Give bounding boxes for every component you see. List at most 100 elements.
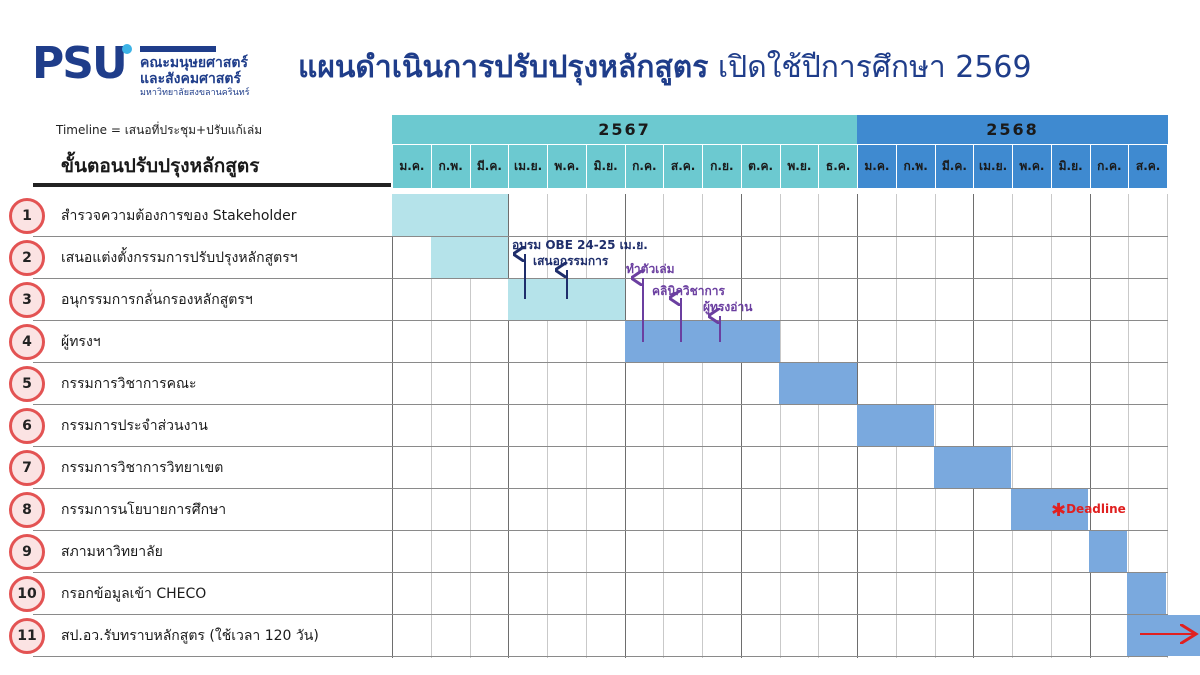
- step-label: กรรมการวิชาการคณะ: [61, 376, 197, 392]
- grid-line: [1012, 194, 1013, 658]
- annotation-make-book: ทำตัวเล่ม: [626, 262, 675, 276]
- month-header-cell: ต.ค.: [740, 145, 780, 188]
- month-header-cell: ม.ค.: [857, 145, 896, 188]
- month-header-cell: มี.ค.: [934, 145, 974, 188]
- annotation-obe-training: อบรม OBE 24-25 เม.ย.: [512, 238, 648, 252]
- step-label: อนุกรรมการกลั่นกรองหลักสูตรฯ: [61, 292, 253, 308]
- bar-step-7: [934, 447, 1011, 488]
- bar-step-4: [625, 321, 780, 362]
- month-header-cell: ส.ค.: [1128, 145, 1167, 188]
- step-label: กรรมการวิชาการวิทยาเขต: [61, 460, 224, 476]
- month-header-cell: มิ.ย.: [585, 145, 625, 188]
- grid-line: [973, 194, 974, 658]
- asterisk-icon: ✱: [1051, 500, 1067, 521]
- month-header-cell: ก.ค.: [624, 145, 664, 188]
- step-row: 6 กรรมการประจำส่วนงาน: [9, 405, 1168, 447]
- grid-line: [1128, 194, 1129, 658]
- grid-line: [470, 194, 471, 658]
- month-header-cell: ก.พ.: [430, 145, 470, 188]
- annotation-expert-read: ผู้ทรงอ่าน: [703, 300, 753, 314]
- step-row: 2 เสนอแต่งตั้งกรรมการปรับปรุงหลักสูตรฯ: [9, 237, 1168, 279]
- month-header-cell: มิ.ย.: [1050, 145, 1090, 188]
- step-label: สภามหาวิทยาลัย: [61, 544, 163, 560]
- month-header-cell: ธ.ค.: [818, 145, 857, 188]
- month-header-cell: พ.ย.: [779, 145, 819, 188]
- bar-step-8: [1011, 489, 1088, 530]
- step-number-badge: 10: [9, 576, 45, 612]
- bar-step-5: [779, 363, 857, 404]
- step-label: กรอกข้อมูลเข้า CHECO: [61, 586, 207, 602]
- grid-line: [780, 194, 781, 658]
- bar-step-1: [392, 194, 508, 236]
- grid-line: [1051, 194, 1052, 658]
- month-header-cell: ก.ค.: [1089, 145, 1129, 188]
- step-number-badge: 5: [9, 366, 45, 402]
- grid-line: [547, 194, 548, 658]
- step-number-badge: 9: [9, 534, 45, 570]
- month-header-cell: มี.ค.: [469, 145, 509, 188]
- grid-line: [392, 194, 393, 658]
- step-row: 10 กรอกข้อมูลเข้า CHECO: [9, 573, 1168, 615]
- month-header-cell: ม.ค.: [392, 145, 431, 188]
- steps-column-header: ขั้นตอนปรับปรุงหลักสูตร: [33, 143, 391, 187]
- annotation-propose-committee: เสนอกรรมการ: [533, 254, 609, 268]
- page-title: แผนดำเนินการปรับปรุงหลักสูตร เปิดใช้ปีกา…: [298, 48, 1032, 88]
- step-label: สำรวจความต้องการของ Stakeholder: [61, 208, 297, 224]
- month-header-cell: ส.ค.: [663, 145, 702, 188]
- step-number-badge: 8: [9, 492, 45, 528]
- bar-step-2: [431, 237, 508, 278]
- step-number-badge: 7: [9, 450, 45, 486]
- step-number-badge: 2: [9, 240, 45, 276]
- logo-faculty-line2: และสังคมศาสตร์: [140, 71, 242, 87]
- timeline-note: Timeline = เสนอที่ประชุม+ปรับแก้เล่ม: [56, 123, 263, 137]
- grid-line: [625, 194, 626, 658]
- grid-line: [508, 194, 509, 658]
- grid-line: [818, 194, 819, 658]
- month-header-cell: พ.ค.: [547, 145, 586, 188]
- step-label: กรรมการนโยบายการศึกษา: [61, 502, 227, 518]
- psu-logo: PSU คณะมนุษยศาสตร์ และสังคมศาสตร์ มหาวิท…: [32, 40, 292, 102]
- step-number-badge: 11: [9, 618, 45, 654]
- grid-line: [431, 194, 432, 658]
- step-label: เสนอแต่งตั้งกรรมการปรับปรุงหลักสูตรฯ: [61, 250, 298, 266]
- step-row: 3 อนุกรรมการกลั่นกรองหลักสูตรฯ: [9, 279, 1168, 321]
- grid-line: [702, 194, 703, 658]
- annotation-academic-clinic: คลินิกวิชาการ: [652, 284, 725, 298]
- logo-bar: [140, 46, 216, 52]
- logo-university: มหาวิทยาลัยสงขลานครินทร์: [140, 88, 250, 98]
- step-row: 5 กรรมการวิชาการคณะ: [9, 363, 1168, 405]
- step-row: 7 กรรมการวิชาการวิทยาเขต: [9, 447, 1168, 489]
- month-header-cell: ก.พ.: [895, 145, 935, 188]
- step-number-badge: 3: [9, 282, 45, 318]
- year-header-2568: 2568: [857, 115, 1168, 144]
- step-label: กรรมการประจำส่วนงาน: [61, 418, 208, 434]
- month-header-cell: พ.ค.: [1012, 145, 1051, 188]
- grid-line: [663, 194, 664, 658]
- bar-step-6: [857, 405, 934, 446]
- logo-faculty-line1: คณะมนุษยศาสตร์: [140, 55, 249, 71]
- month-header-cell: เม.ย.: [508, 145, 547, 188]
- step-row: 8 กรรมการนโยบายการศึกษา: [9, 489, 1168, 531]
- step-number-badge: 1: [9, 198, 45, 234]
- step-label: ผู้ทรงฯ: [61, 334, 101, 350]
- bar-step-9: [1089, 531, 1127, 572]
- step-row: 11 สป.อว.รับทราบหลักสูตร (ใช้เวลา 120 วัน…: [9, 615, 1168, 657]
- deadline-marker: ✱Deadline: [1051, 500, 1126, 521]
- logo-dot: [122, 44, 132, 54]
- bar-step-10: [1127, 573, 1166, 614]
- logo-mark: PSU: [32, 38, 128, 89]
- year-header-2567: 2567: [392, 115, 857, 144]
- step-row: 4 ผู้ทรงฯ: [9, 321, 1168, 363]
- page-title-bold: แผนดำเนินการปรับปรุงหลักสูตร: [298, 50, 709, 85]
- grid-line: [741, 194, 742, 658]
- step-number-badge: 6: [9, 408, 45, 444]
- month-header-cell: เม.ย.: [973, 145, 1012, 188]
- step-row: 9 สภามหาวิทยาลัย: [9, 531, 1168, 573]
- grid-line: [935, 194, 936, 658]
- month-header-cell: ก.ย.: [702, 145, 741, 188]
- grid-line: [586, 194, 587, 658]
- grid-line: [1167, 194, 1168, 658]
- grid-line: [1090, 194, 1091, 658]
- deadline-label: Deadline: [1066, 502, 1126, 516]
- step-label: สป.อว.รับทราบหลักสูตร (ใช้เวลา 120 วัน): [61, 628, 319, 644]
